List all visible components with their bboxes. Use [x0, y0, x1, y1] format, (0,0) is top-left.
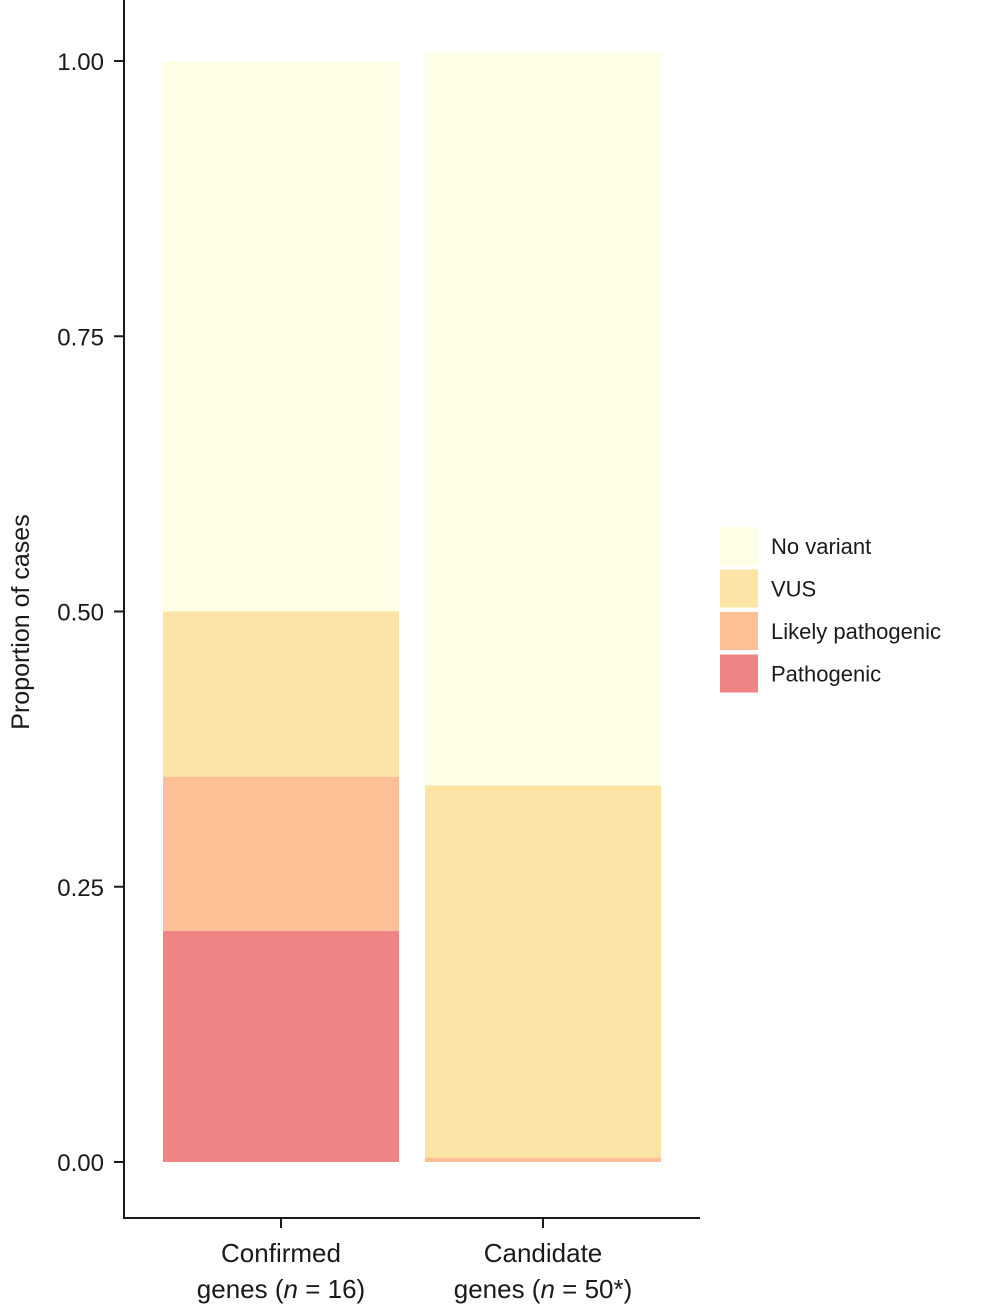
x-category-prefix: genes ( — [454, 1274, 541, 1304]
x-category-label-line2: genes (n = 16) — [197, 1274, 365, 1304]
x-category-label-line2: genes (n = 50*) — [454, 1274, 633, 1304]
y-axis-title: Proportion of cases — [7, 514, 35, 729]
y-tick-label: 0.75 — [57, 324, 104, 351]
legend-key-vus — [720, 569, 758, 608]
bar-segment-likely-pathogenic-1 — [163, 776, 399, 931]
legend-key-likely-pathogenic — [720, 612, 758, 650]
x-category-suffix: = 16) — [298, 1274, 365, 1304]
legend: No variant VUS Likely pathogenic Pathogenic — [720, 527, 941, 693]
x-category-label-line1: Confirmed — [221, 1238, 341, 1268]
legend-key-no-variant — [720, 527, 758, 565]
legend-key-pathogenic — [720, 654, 758, 693]
axes-layer — [123, 0, 700, 1219]
bars-layer — [163, 52, 661, 1162]
x-category-n: n — [540, 1274, 554, 1304]
y-tick-label: 0.00 — [57, 1150, 104, 1177]
bar-segment-vus-1 — [163, 611, 399, 777]
legend-label-pathogenic: Pathogenic — [771, 662, 881, 687]
bar-segment-no-variant-1 — [163, 61, 399, 612]
bar-segment-likely-pathogenic-2 — [425, 1157, 661, 1162]
x-category-suffix: = 50*) — [555, 1274, 632, 1304]
x-category-label-line1: Candidate — [484, 1238, 603, 1268]
y-axis-ticks: 0.00 0.25 0.50 0.75 1.00 — [57, 49, 124, 1177]
bar-segment-no-variant-2 — [425, 52, 661, 786]
y-tick-label: 1.00 — [57, 49, 104, 76]
legend-label-vus: VUS — [771, 577, 816, 602]
legend-label-likely-pathogenic: Likely pathogenic — [771, 619, 941, 644]
bar-segment-pathogenic-1 — [163, 930, 399, 1162]
y-tick-label: 0.50 — [57, 600, 104, 627]
legend-label-no-variant: No variant — [771, 534, 871, 559]
y-tick-label: 0.25 — [57, 875, 104, 902]
x-category-prefix: genes ( — [197, 1274, 284, 1304]
x-category-n: n — [284, 1274, 298, 1304]
bar-segment-vus-2 — [425, 785, 661, 1158]
